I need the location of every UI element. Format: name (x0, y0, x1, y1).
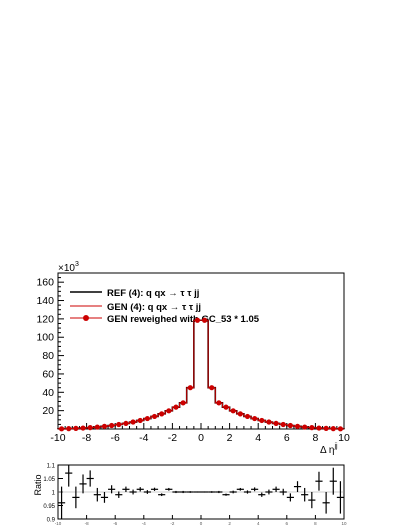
y-tick-label: 40 (42, 387, 54, 399)
series-reweighed-point (101, 423, 108, 429)
x-tick-label: -8 (82, 432, 91, 444)
series-reweighed-point (151, 413, 158, 420)
ratio-y-tick-label: 1 (52, 491, 56, 497)
series-reweighed-point (309, 425, 315, 431)
series-reweighed-point (259, 417, 265, 424)
x-tick-label: -4 (139, 432, 148, 444)
y-tick-label: 160 (36, 277, 54, 289)
series-reweighed-point (166, 408, 172, 414)
series-reweighed-point (73, 425, 79, 431)
series-reweighed-point (116, 421, 122, 428)
series-reweighed-point (287, 422, 293, 429)
series-reweighed-point (109, 422, 115, 429)
y-tick-label: 140 (36, 295, 54, 307)
legend-ref-label: REF (4): q qx → τ τ jj (107, 288, 199, 299)
x-tick-label: 4 (255, 432, 261, 444)
ratio-y-tick-label: 0.9 (47, 518, 56, 524)
series-reweighed-point (294, 423, 301, 429)
ratio-y-tick-label: 1.05 (43, 477, 55, 483)
series-reweighed-point (66, 426, 72, 432)
series-reweighed-point (201, 317, 208, 323)
series-reweighed-point (252, 415, 258, 422)
legend: REF (4): q qx → τ τ jj GEN (4): q qx → τ… (70, 288, 260, 325)
x-tick-label: 10 (338, 432, 350, 444)
y-exponent-label: ×103 (58, 261, 79, 274)
series-reweighed-point (173, 404, 179, 410)
main-axis-ticks: -10 -8 -6 -4 -2 0 2 4 6 8 10 20 40 60 80 100 120 140 160 (36, 277, 350, 444)
series-reweighed-point (316, 425, 322, 431)
series-reweighed-point (137, 417, 143, 424)
ratio-x-tick-label: -10 (55, 521, 62, 526)
ratio-x-tick-label: 0 (200, 521, 203, 526)
ratio-y-label: Ratio (33, 474, 43, 495)
legend-rew-marker (83, 315, 89, 321)
ratio-x-tick-label: -8 (85, 521, 89, 526)
ratio-y-tick-label: 1.1 (47, 464, 56, 470)
series-reweighed-point (216, 400, 222, 406)
series-reweighed-point (94, 424, 100, 430)
ratio-data-layer (58, 465, 344, 519)
ratio-x-tick-label: 10 (341, 521, 347, 526)
series-reweighed-point (123, 420, 129, 427)
x-tick-label: -10 (50, 432, 65, 444)
ratio-x-tick-label: -2 (170, 521, 174, 526)
x-axis-label: Δ ηjj (320, 443, 338, 456)
series-reweighed-point (87, 425, 93, 431)
series-reweighed-point (58, 426, 65, 432)
y-tick-label: 100 (36, 332, 54, 344)
x-tick-label: -6 (111, 432, 120, 444)
x-tick-label: 6 (284, 432, 290, 444)
ratio-x-tick-label: 8 (314, 521, 317, 526)
y-tick-label: 120 (36, 313, 54, 325)
series-reweighed-point (330, 426, 336, 432)
ratio-y-tick-label: 0.95 (43, 504, 55, 510)
series-reweighed-point (280, 421, 286, 428)
series-reweighed-point (180, 400, 186, 406)
series-reweighed-point (194, 317, 201, 323)
legend-gen-label: GEN (4): q qx → τ τ jj (107, 302, 201, 313)
main-plot-frame (57, 272, 345, 430)
series-reweighed-point (130, 419, 136, 425)
series-reweighed-point (244, 413, 251, 420)
y-tick-label: 60 (42, 368, 54, 380)
series-ref-step (57, 319, 345, 430)
series-reweighed-point (273, 420, 279, 427)
series-reweighed-point (237, 411, 243, 417)
series-reweighed-point (337, 426, 344, 432)
x-tick-label: 8 (312, 432, 318, 444)
series-reweighed-point (80, 425, 86, 431)
series-reweighed-point (230, 408, 236, 414)
series-gen-step (57, 319, 345, 430)
legend-rew-label: GEN reweighed with GC_53 * 1.05 (107, 314, 260, 325)
y-tick-label: 80 (42, 350, 54, 362)
series-reweighed-point (302, 424, 308, 430)
ratio-x-tick-label: -6 (113, 521, 117, 526)
main-data-layer (57, 317, 345, 432)
ratio-x-tick-label: 4 (257, 521, 260, 526)
series-reweighed-point (223, 404, 229, 410)
series-reweighed-point (209, 385, 215, 391)
series-reweighed-point (144, 415, 150, 422)
x-tick-label: -2 (168, 432, 177, 444)
x-tick-label: 2 (227, 432, 233, 444)
series-reweighed-point (266, 419, 272, 425)
series-reweighed-point (187, 385, 193, 391)
y-tick-label: 20 (42, 405, 54, 417)
x-tick-label: 0 (198, 432, 204, 444)
series-reweighed-point (323, 425, 329, 431)
ratio-x-tick-label: 6 (286, 521, 289, 526)
series-reweighed-point (159, 411, 165, 417)
ratio-x-tick-label: -4 (142, 521, 146, 526)
ratio-x-tick-label: 2 (228, 521, 231, 526)
